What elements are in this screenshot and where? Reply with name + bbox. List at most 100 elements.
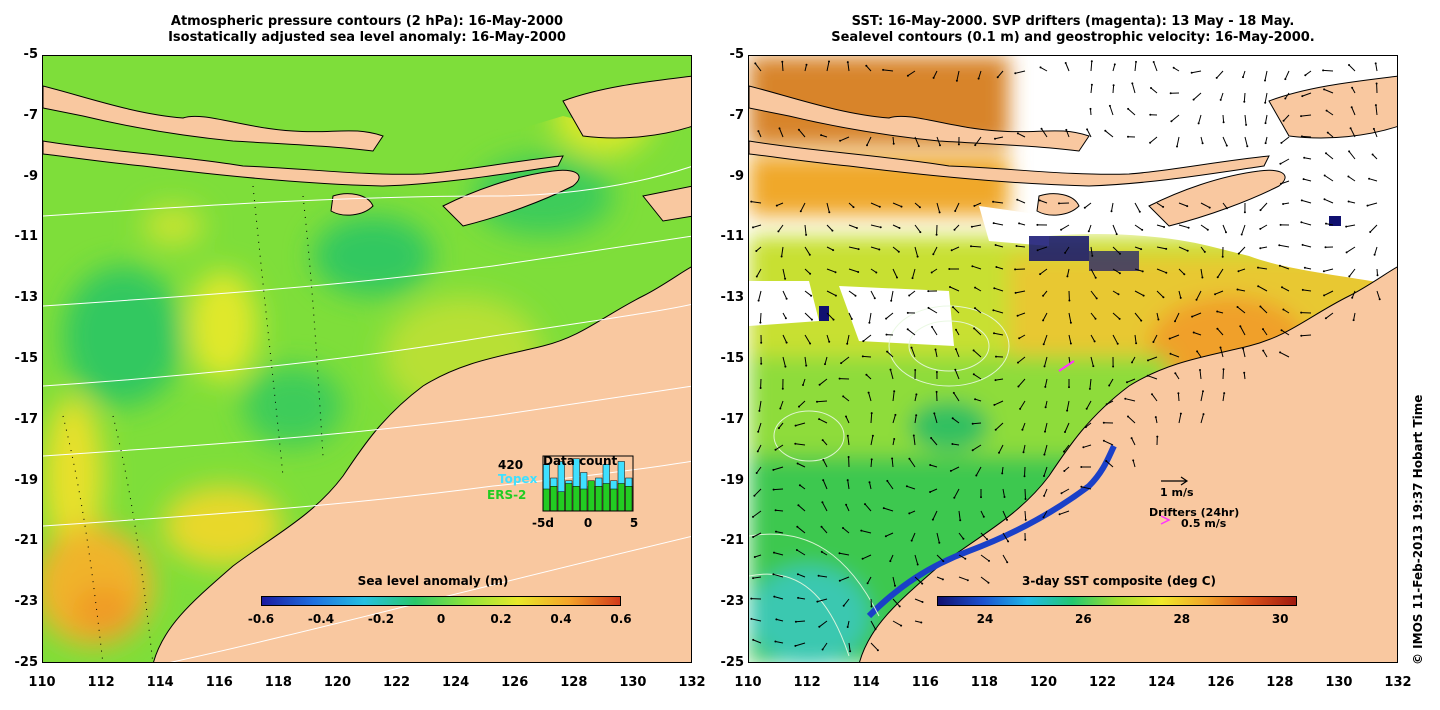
latitude-tick: -15: [14, 351, 39, 366]
velocity-arrow: [974, 307, 982, 314]
velocity-arrow-head: [951, 417, 954, 420]
velocity-arrow: [1257, 267, 1268, 270]
velocity-arrow: [1196, 290, 1202, 301]
velocity-arrow-head: [970, 245, 972, 248]
velocity-arrow-head: [1351, 86, 1354, 89]
velocity-arrow: [798, 504, 806, 512]
velocity-arrow-head: [1215, 76, 1218, 79]
velocity-arrow: [1156, 290, 1164, 298]
velocity-arrow-head: [828, 60, 830, 63]
left-title-line1: Atmospheric pressure contours (2 hPa): 1…: [170, 14, 564, 29]
velocity-arrow: [1044, 422, 1048, 432]
velocity-arrow-head: [971, 265, 974, 268]
velocity-arrow-head: [1176, 145, 1178, 148]
velocity-arrow-head: [1199, 369, 1201, 371]
velocity-arrow-head: [1169, 352, 1172, 355]
velocity-arrow: [892, 414, 896, 424]
velocity-arrow-head: [949, 286, 951, 288]
velocity-arrow: [804, 290, 812, 297]
velocity-arrow: [795, 642, 806, 647]
velocity-arrow-head: [866, 144, 868, 147]
latitude-tick: -21: [720, 533, 745, 549]
velocity-arrow: [1059, 510, 1070, 515]
velocity-arrow-head: [1195, 298, 1198, 301]
ers2-count-bar: [610, 488, 618, 512]
velocity-arrow: [1196, 351, 1202, 358]
velocity-arrow: [892, 224, 900, 229]
velocity-arrow: [958, 510, 961, 521]
velocity-arrow: [913, 435, 916, 446]
velocity-arrow-head: [993, 332, 995, 335]
velocity-arrow: [928, 307, 938, 314]
velocity-arrow: [1283, 114, 1290, 122]
velocity-arrow-head: [870, 412, 873, 415]
velocity-arrow: [758, 290, 762, 301]
velocity-arrow: [932, 510, 938, 520]
velocity-arrow-head: [775, 530, 777, 533]
velocity-arrow: [1374, 246, 1378, 255]
velocity-arrow: [1176, 136, 1180, 147]
velocity-arrow-head: [1323, 198, 1326, 201]
velocity-arrow-head: [1146, 374, 1149, 377]
velocity-arrow: [796, 526, 806, 534]
right-title-line1: SST: 16-May-2000. SVP drifters (magenta)…: [851, 14, 1295, 29]
velocity-arrow-head: [1105, 460, 1108, 462]
velocity-arrow-head: [820, 134, 823, 137]
latitude-tick: -17: [14, 411, 39, 427]
velocity-arrow-head: [1150, 87, 1152, 89]
velocity-arrow: [1178, 290, 1182, 299]
velocity-arrow-head: [1242, 76, 1244, 79]
velocity-arrow: [1131, 356, 1136, 363]
velocity-arrow: [862, 554, 872, 560]
velocity-arrow-head: [1280, 182, 1282, 185]
velocity-arrow-head: [908, 457, 911, 460]
velocity-arrow-head: [1127, 107, 1130, 110]
velocity-arrow: [1002, 532, 1009, 542]
velocity-arrow: [1044, 378, 1048, 388]
velocity-arrow: [778, 422, 784, 429]
longitude-tick: 120: [1029, 675, 1058, 690]
velocity-arrow-head: [1069, 321, 1072, 324]
velocity-arrow-head: [1060, 492, 1063, 495]
velocity-arrow-head: [1092, 365, 1095, 368]
velocity-arrow: [994, 400, 1004, 406]
velocity-arrow-head: [818, 383, 821, 386]
velocity-arrow-head: [1242, 347, 1245, 350]
velocity-arrow-head: [822, 458, 825, 461]
velocity-arrow: [819, 378, 828, 386]
velocity-arrow: [782, 334, 788, 343]
velocity-arrow-head: [1323, 294, 1326, 297]
velocity-arrow: [1279, 351, 1290, 358]
velocity-arrow: [1301, 334, 1312, 337]
sst-map: 1 m/s Drifters (24hr) 0.5 m/s 3-day SST …: [748, 55, 1398, 663]
velocity-arrow: [892, 202, 902, 208]
latitude-tick: -13: [720, 290, 745, 306]
velocity-arrow: [892, 136, 895, 144]
velocity-arrow-head: [919, 231, 922, 234]
data-count-xtick-mid: 0: [583, 516, 593, 530]
velocity-arrow-head: [864, 503, 866, 506]
velocity-arrow: [1222, 369, 1224, 380]
velocity-arrow: [804, 268, 811, 275]
velocity-arrow: [804, 246, 811, 255]
velocity-arrow-head: [1259, 209, 1262, 212]
velocity-arrow-head: [986, 538, 989, 541]
velocity-arrow-head: [755, 250, 758, 252]
velocity-arrow: [1016, 245, 1026, 248]
velocity-arrow-head: [1284, 97, 1287, 100]
longitude-tick: 124: [1148, 675, 1176, 690]
velocity-arrow-head: [916, 563, 919, 566]
velocity-arrow-head: [1325, 109, 1328, 112]
velocity-arrow-head: [972, 373, 975, 376]
velocity-arrow: [1063, 466, 1070, 472]
velocity-arrow-head: [857, 248, 860, 251]
velocity-arrow: [993, 332, 1004, 336]
velocity-arrow-head: [1375, 82, 1378, 85]
velocity-arrow-head: [1064, 251, 1067, 254]
velocity-arrow: [824, 356, 828, 365]
velocity-arrow: [1084, 202, 1092, 209]
velocity-arrow-head: [1366, 204, 1369, 207]
velocity-arrow: [1023, 444, 1026, 453]
velocity-arrow-head: [896, 276, 898, 279]
velocity-arrow-head: [794, 644, 797, 647]
